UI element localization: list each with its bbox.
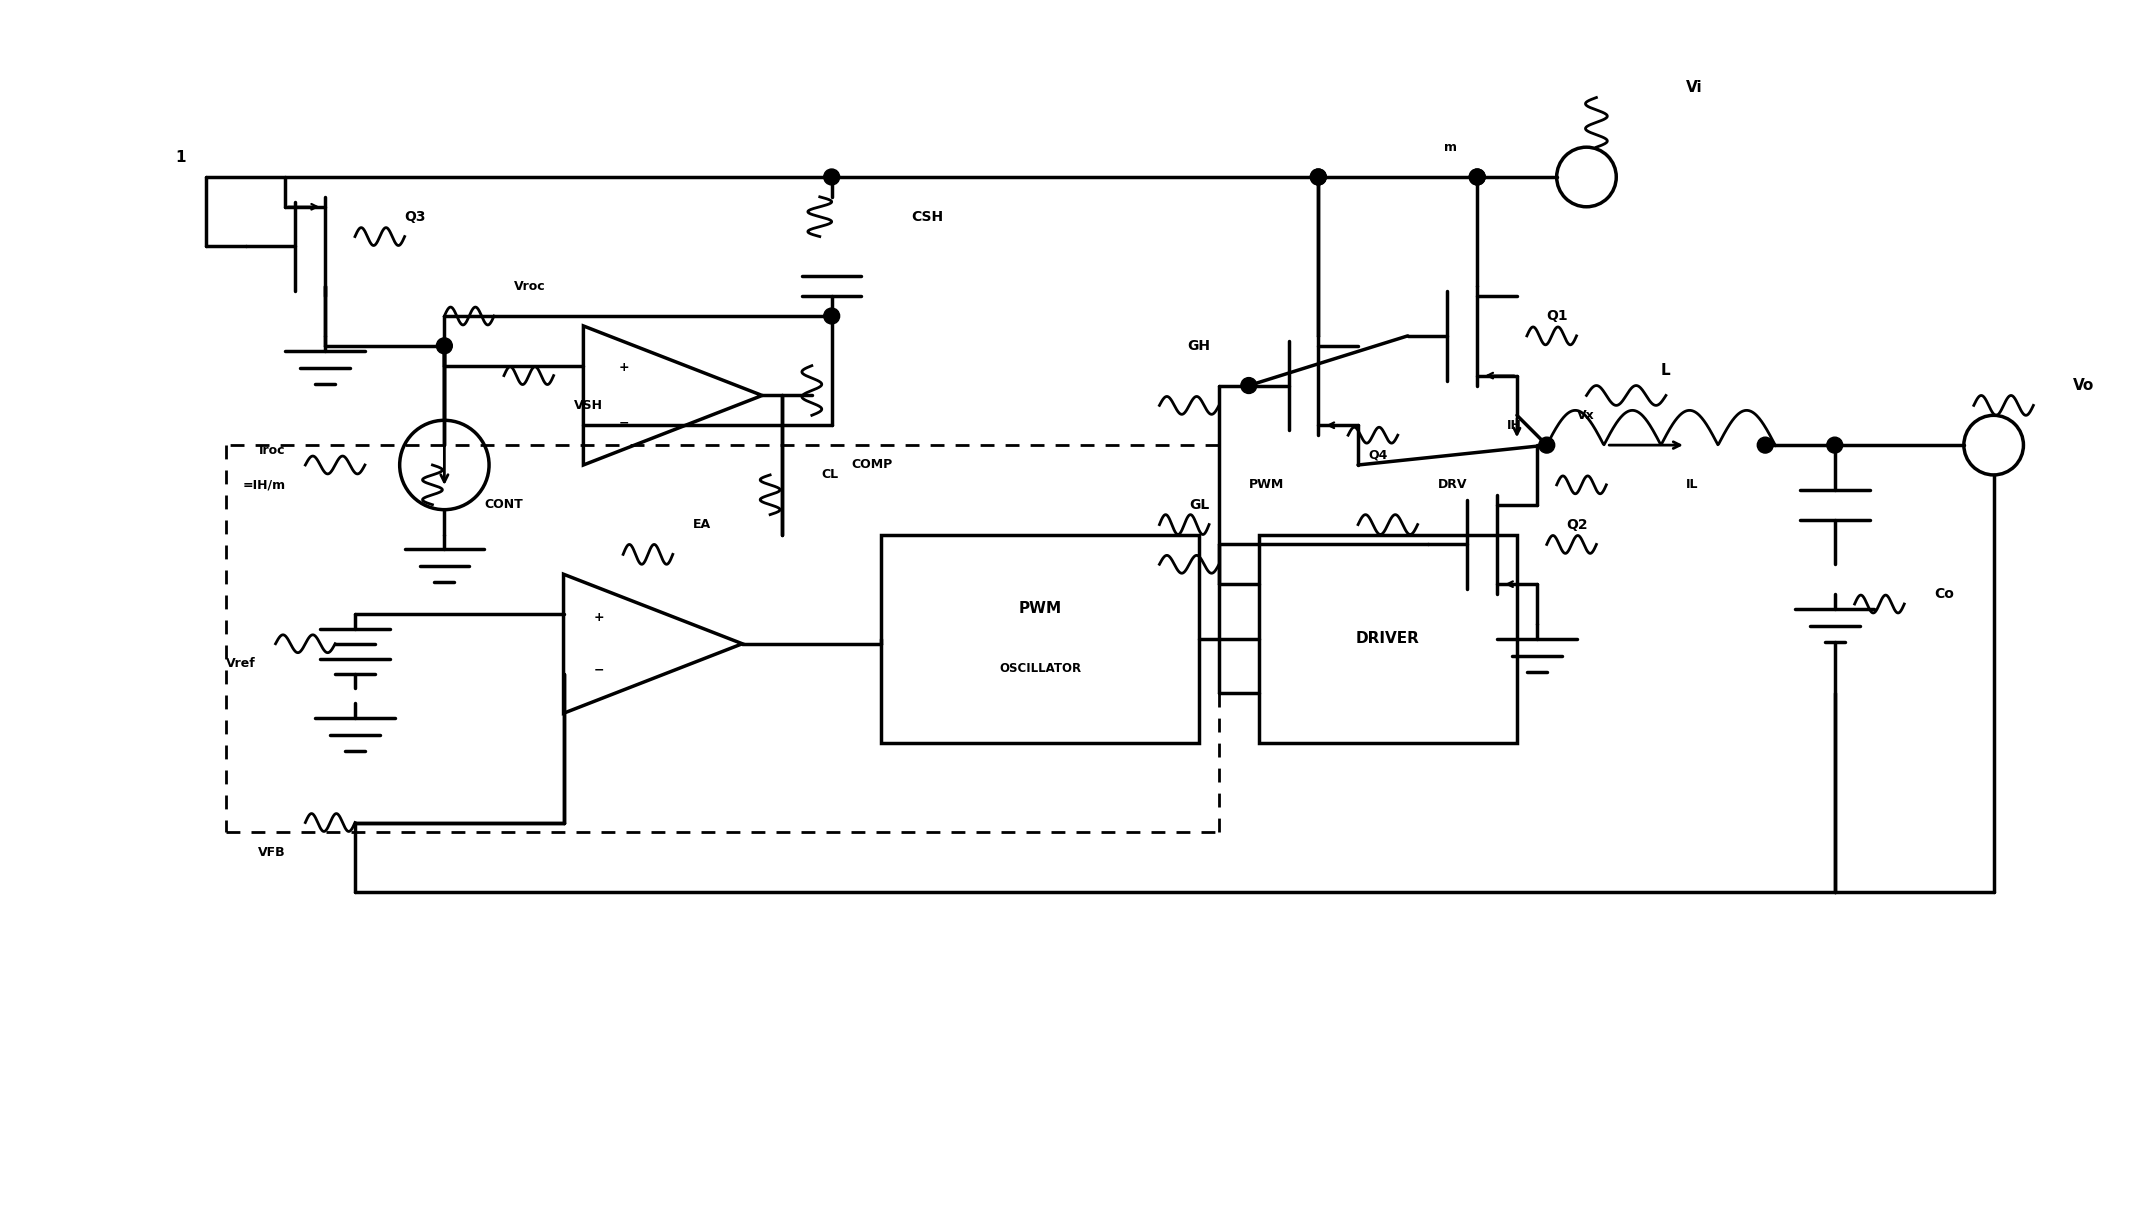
Text: Vx: Vx	[1577, 409, 1595, 421]
Text: Q4: Q4	[1369, 448, 1388, 461]
Text: VFB: VFB	[258, 846, 286, 858]
Text: Q3: Q3	[405, 210, 426, 223]
Text: GH: GH	[1188, 339, 1212, 353]
Text: +: +	[594, 611, 605, 624]
Text: Co: Co	[1935, 588, 1954, 601]
Text: −: −	[618, 416, 628, 430]
Circle shape	[437, 337, 452, 353]
Text: =IH/m: =IH/m	[243, 478, 286, 492]
Text: IL: IL	[1685, 478, 1698, 492]
Text: Vref: Vref	[226, 657, 256, 670]
Text: VSH: VSH	[572, 399, 603, 412]
Circle shape	[1827, 437, 1842, 453]
Text: L: L	[1661, 363, 1670, 378]
Bar	[1259, 534, 1517, 743]
Text: 1: 1	[176, 149, 187, 165]
Circle shape	[1758, 437, 1773, 453]
Circle shape	[824, 308, 839, 324]
Circle shape	[1311, 169, 1326, 185]
Text: −: −	[594, 664, 605, 676]
Text: Vo: Vo	[2072, 378, 2094, 393]
Text: COMP: COMP	[852, 459, 893, 471]
Text: CSH: CSH	[910, 210, 943, 223]
Text: +: +	[618, 361, 628, 374]
Text: Iroc: Iroc	[258, 443, 286, 456]
Text: DRIVER: DRIVER	[1356, 631, 1420, 646]
Text: PWM: PWM	[1018, 601, 1061, 617]
Text: GL: GL	[1190, 498, 1209, 512]
Text: Q2: Q2	[1567, 517, 1588, 532]
Circle shape	[1311, 169, 1326, 185]
Circle shape	[1539, 437, 1554, 453]
Text: CL: CL	[822, 469, 839, 482]
Circle shape	[1470, 169, 1485, 185]
Text: Q1: Q1	[1547, 310, 1569, 323]
Text: Vi: Vi	[1685, 80, 1702, 95]
Text: DRV: DRV	[1438, 478, 1468, 492]
Text: PWM: PWM	[1248, 478, 1285, 492]
Text: m: m	[1444, 141, 1457, 154]
Circle shape	[824, 169, 839, 185]
Text: CONT: CONT	[484, 498, 523, 511]
Circle shape	[1470, 169, 1485, 185]
Text: IH: IH	[1506, 419, 1521, 432]
Text: EA: EA	[693, 518, 710, 531]
Text: Vroc: Vroc	[514, 279, 544, 293]
Bar	[882, 534, 1199, 743]
Circle shape	[1242, 378, 1257, 393]
Text: OSCILLATOR: OSCILLATOR	[999, 662, 1080, 675]
